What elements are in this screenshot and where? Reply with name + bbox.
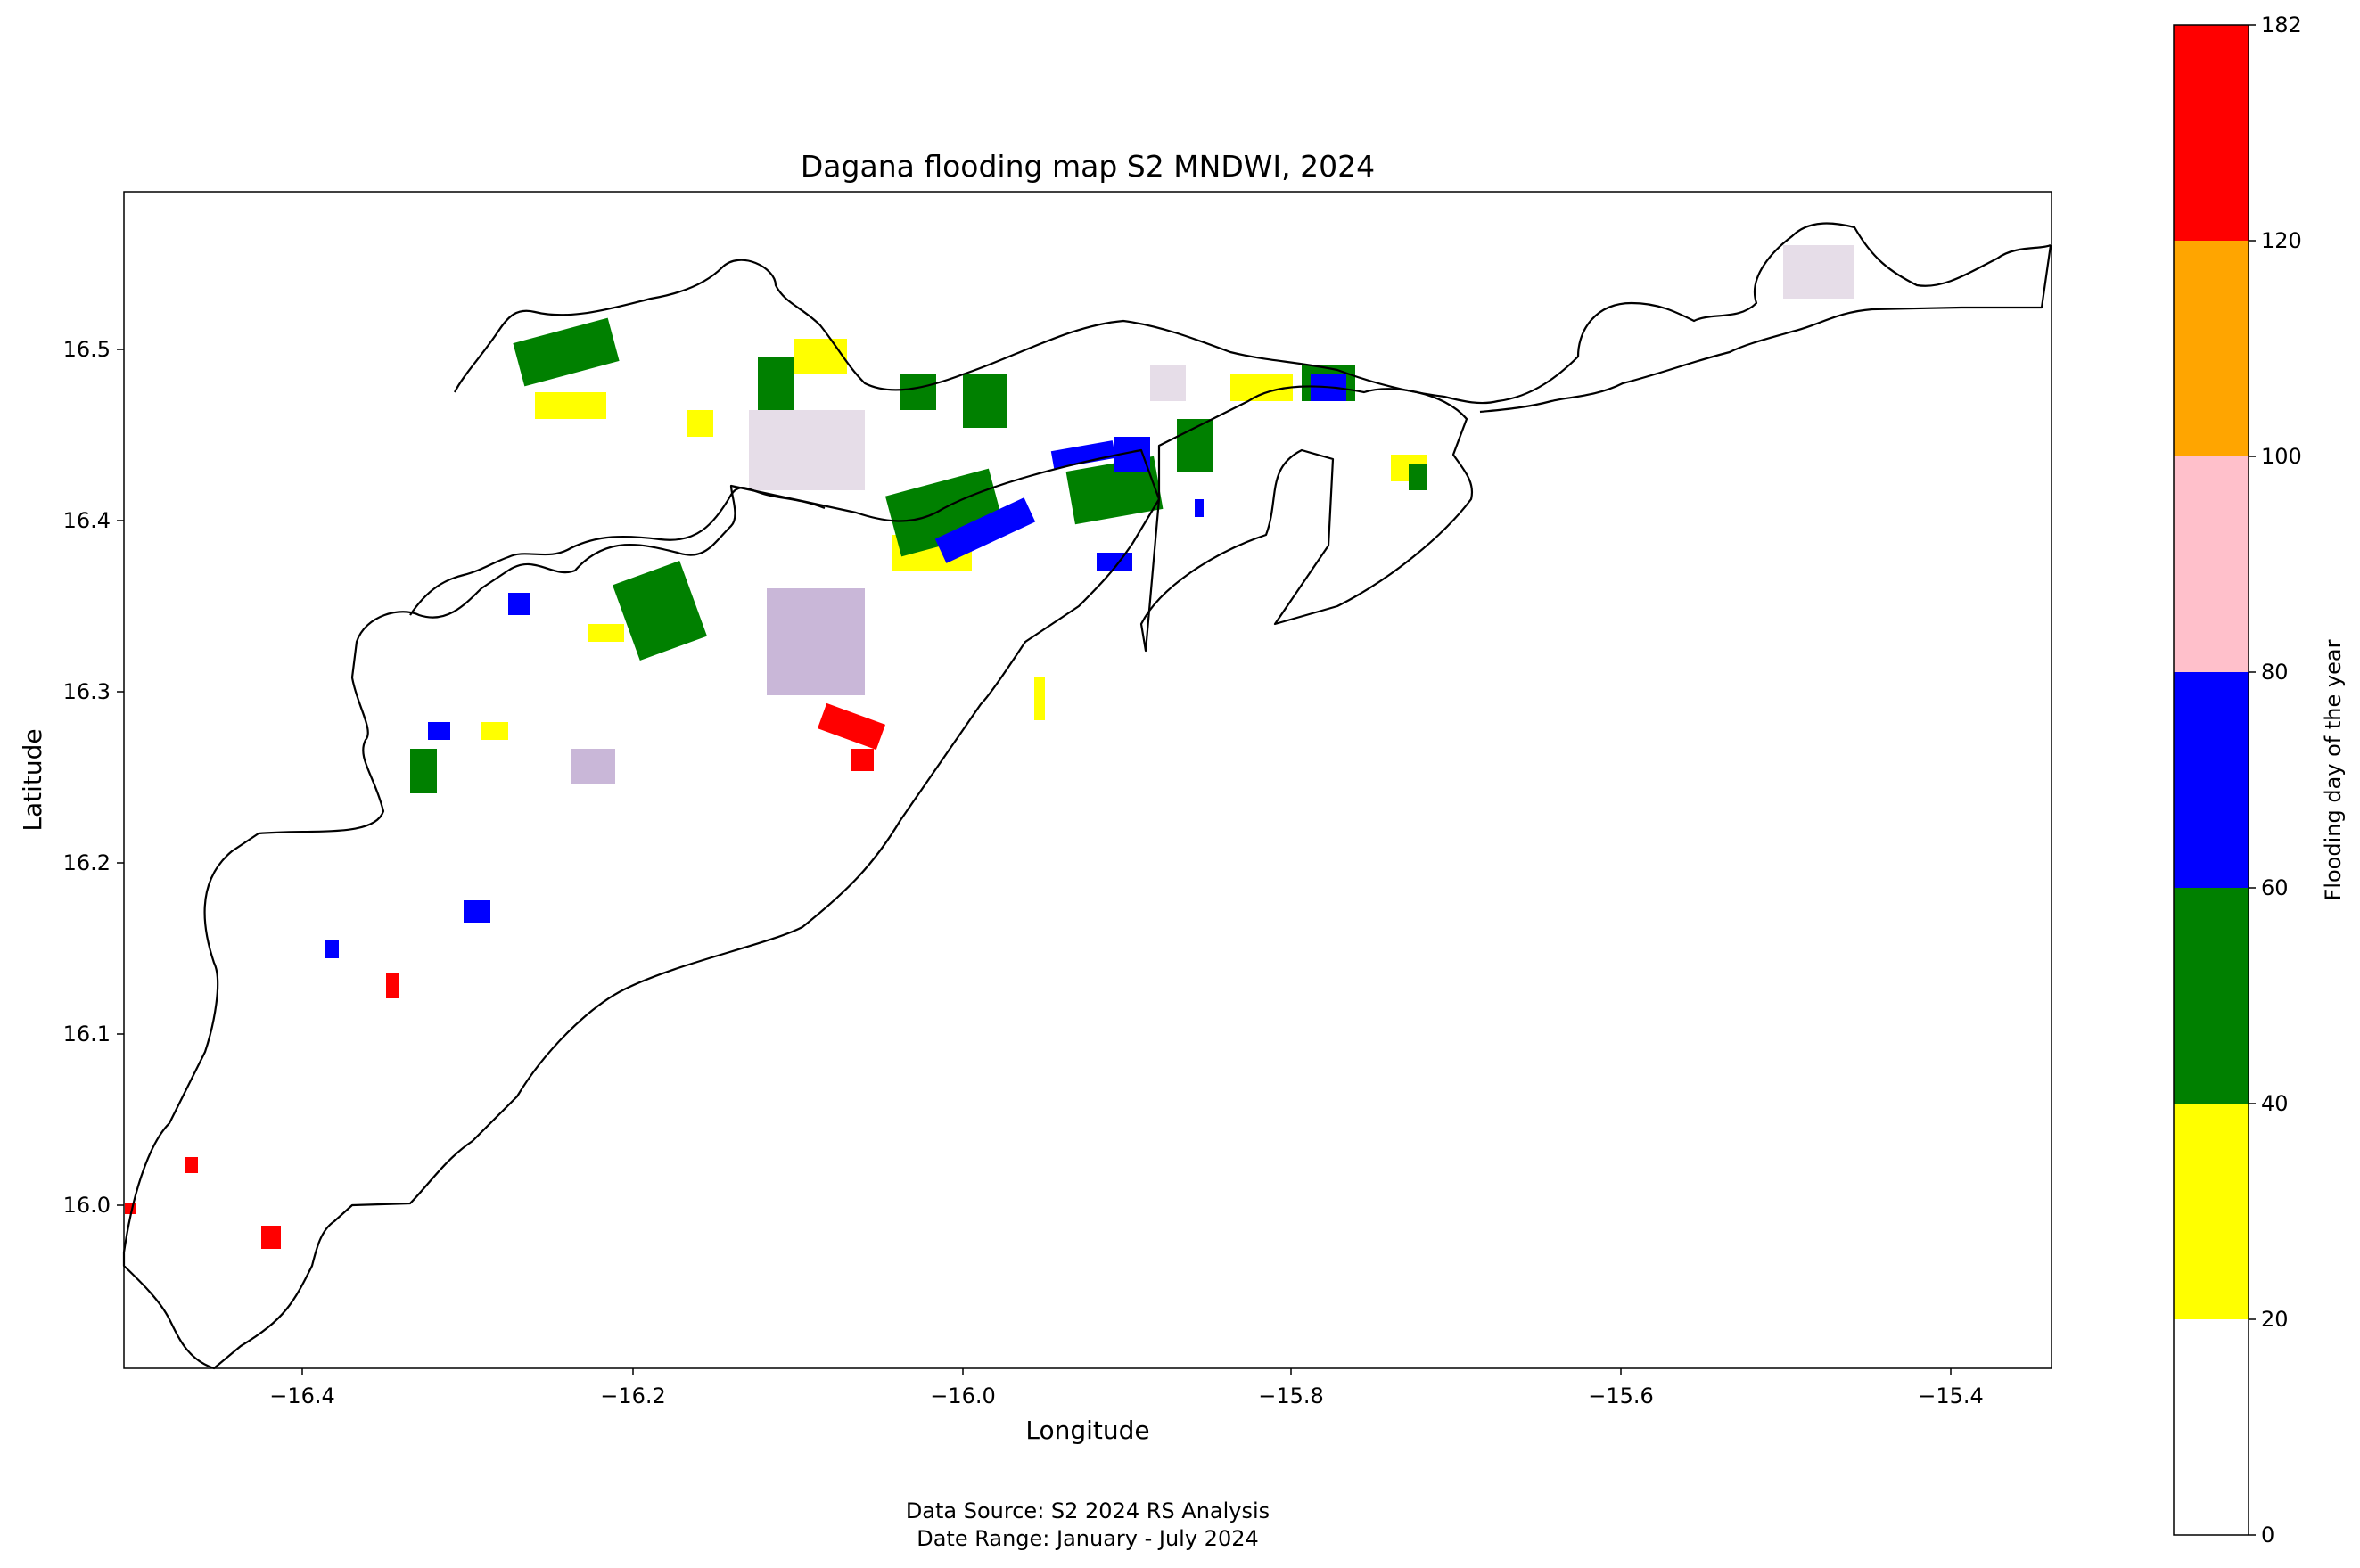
- senegal-river-boundary: [409, 486, 826, 616]
- flood-patch: [1065, 456, 1164, 525]
- map-plot: [122, 191, 2052, 1370]
- flood-patch: [261, 1226, 281, 1249]
- flood-patch: [1195, 499, 1204, 517]
- flood-patch: [325, 940, 339, 958]
- flood-patch: [571, 749, 615, 784]
- flood-patch: [481, 722, 508, 740]
- colorbar-band: [2174, 1104, 2249, 1319]
- x-tick-label: −16.0: [930, 1383, 996, 1408]
- colorbar-label: Flooding day of the year: [2321, 639, 2346, 900]
- map-frame: [123, 191, 2052, 1369]
- y-tick-label: 16.2: [63, 850, 111, 875]
- flood-patch: [749, 410, 865, 490]
- flood-patch: [613, 561, 707, 661]
- colorbar-tick-label: 0: [2261, 1523, 2274, 1547]
- flood-patch: [934, 497, 1036, 563]
- flood-patch: [513, 317, 620, 387]
- flood-patch: [1050, 440, 1116, 469]
- y-tick-label: 16.1: [63, 1022, 111, 1047]
- flood-patch: [428, 722, 450, 740]
- flood-patch: [1409, 464, 1427, 490]
- flood-patch: [464, 900, 490, 923]
- y-axis-label: Latitude: [18, 728, 47, 831]
- flood-patch: [963, 374, 1007, 428]
- date-range-text: Date Range: January - July 2024: [917, 1526, 1259, 1551]
- flood-patch: [851, 749, 874, 771]
- x-tick-label: −16.2: [600, 1383, 666, 1408]
- flood-patch: [535, 392, 606, 419]
- map-title: Dagana flooding map S2 MNDWI, 2024: [801, 149, 1375, 184]
- y-tick-label: 16.4: [63, 508, 111, 533]
- data-source-text: Data Source: S2 2024 RS Analysis: [906, 1498, 1270, 1523]
- flood-patch: [817, 702, 886, 751]
- y-axis: 16.5 16.4 16.3 16.2 16.1 16.0: [63, 337, 124, 1218]
- x-tick-label: −15.4: [1918, 1383, 1984, 1408]
- x-axis: −16.4 −16.2 −16.0 −15.8 −15.6 −15.4: [269, 1368, 1984, 1408]
- y-tick-label: 16.5: [63, 337, 111, 362]
- colorbar-tick-label: 182: [2261, 12, 2302, 37]
- y-tick-label: 16.0: [63, 1193, 111, 1218]
- flood-patch: [185, 1157, 198, 1173]
- flood-patch: [588, 624, 624, 642]
- flood-patch: [687, 410, 713, 437]
- colorbar-tick-label: 40: [2261, 1091, 2289, 1116]
- flood-patch: [508, 593, 530, 615]
- colorbar-band: [2174, 672, 2249, 888]
- flood-patch: [794, 339, 847, 374]
- x-axis-label: Longitude: [1025, 1416, 1149, 1445]
- flood-patch: [410, 749, 437, 793]
- y-tick-label: 16.3: [63, 679, 111, 704]
- colorbar-band: [2174, 25, 2249, 241]
- flood-patch: [1150, 365, 1186, 401]
- colorbar-tick-label: 80: [2261, 660, 2289, 685]
- colorbar-band: [2174, 241, 2249, 456]
- colorbar: 0 20 40 60 80 100 120 182: [2173, 12, 2302, 1547]
- northern-boundary: [454, 222, 2052, 405]
- flood-patch: [1034, 677, 1045, 720]
- flood-patches: [125, 245, 1854, 1249]
- dagana-outline: [122, 385, 1474, 1370]
- x-tick-label: −15.8: [1258, 1383, 1324, 1408]
- x-tick-label: −16.4: [269, 1383, 335, 1408]
- x-tick-label: −15.6: [1588, 1383, 1654, 1408]
- colorbar-band: [2174, 888, 2249, 1104]
- colorbar-tick-label: 20: [2261, 1307, 2289, 1332]
- eastern-boundary: [1479, 244, 2052, 414]
- colorbar-band: [2174, 1319, 2249, 1535]
- flood-patch: [1783, 245, 1854, 299]
- colorbar-tick-label: 120: [2261, 228, 2302, 253]
- colorbar-frame: [2173, 24, 2249, 1536]
- flood-patch: [386, 973, 399, 998]
- district-boundaries: [122, 222, 2052, 1370]
- colorbar-tick-label: 60: [2261, 875, 2289, 900]
- colorbar-tick-label: 100: [2261, 444, 2302, 469]
- colorbar-band: [2174, 456, 2249, 672]
- flood-patch: [767, 588, 865, 695]
- flood-patch: [900, 374, 936, 410]
